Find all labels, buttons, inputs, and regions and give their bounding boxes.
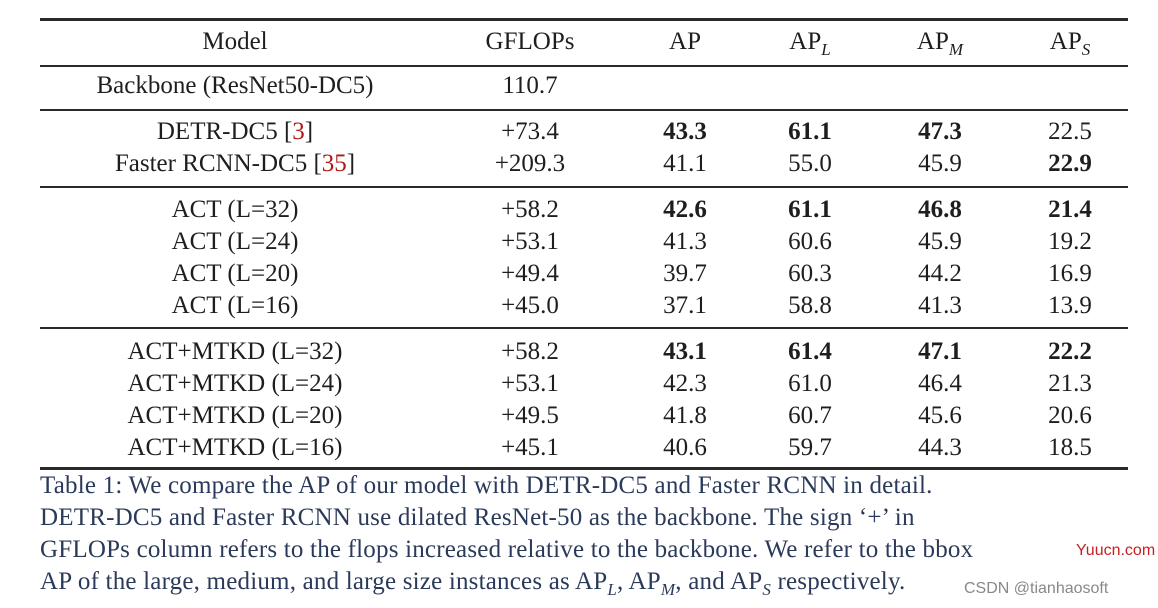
cell-apm: 47.3 bbox=[918, 118, 962, 145]
table-row-act-mtkd-24: ACT+MTKD (L=24) +53.1 42.3 61.0 46.4 21.… bbox=[40, 368, 1128, 400]
cell-ap: 41.8 bbox=[663, 402, 707, 429]
cell-apl: 55.0 bbox=[788, 150, 832, 177]
cell-apl: 60.6 bbox=[788, 228, 832, 255]
cell-apm: 45.6 bbox=[918, 402, 962, 429]
cell-apl: 60.7 bbox=[788, 402, 832, 429]
cell-aps: 20.6 bbox=[1048, 402, 1092, 429]
cell-gflops: +73.4 bbox=[501, 118, 559, 145]
cell-apm: 46.4 bbox=[918, 370, 962, 397]
cell-model: ACT (L=32) bbox=[171, 196, 299, 223]
cell-apm: 45.9 bbox=[918, 150, 962, 177]
cell-gflops: +49.5 bbox=[501, 402, 559, 429]
watermark-author: CSDN @tianhaosoft bbox=[964, 580, 1109, 597]
cell-gflops: 110.7 bbox=[502, 72, 558, 99]
table-bottom-rule bbox=[40, 467, 1128, 470]
cell-apl: 59.7 bbox=[788, 434, 832, 461]
table-row-act-mtkd-16: ACT+MTKD (L=16) +45.1 40.6 59.7 44.3 18.… bbox=[40, 432, 1128, 464]
table-row-act-mtkd-32: ACT+MTKD (L=32) +58.2 43.1 61.4 47.1 22.… bbox=[40, 336, 1128, 368]
cell-ap: 41.3 bbox=[663, 228, 707, 255]
table-top-rule bbox=[40, 18, 1128, 21]
cell-aps: 21.4 bbox=[1048, 196, 1092, 223]
cell-apl: 61.1 bbox=[788, 118, 832, 145]
table-row-act-24: ACT (L=24) +53.1 41.3 60.6 45.9 19.2 bbox=[40, 226, 1128, 258]
cell-apm: 44.2 bbox=[918, 260, 962, 287]
citation-ref: 35 bbox=[321, 150, 347, 177]
header-apl: APL bbox=[789, 28, 831, 59]
table-row-act-32: ACT (L=32) +58.2 42.6 61.1 46.8 21.4 bbox=[40, 194, 1128, 226]
table-header-row: Model GFLOPs AP APL APM APS bbox=[40, 26, 1128, 58]
citation-ref: 3 bbox=[292, 118, 305, 145]
cell-model: ACT+MTKD (L=32) bbox=[127, 338, 343, 365]
cell-model: Backbone (ResNet50-DC5) bbox=[96, 72, 374, 99]
table-row-backbone: Backbone (ResNet50-DC5) 110.7 bbox=[40, 70, 1128, 102]
table-caption: Table 1: We compare the AP of our model … bbox=[40, 470, 1140, 598]
cell-ap: 43.3 bbox=[663, 118, 707, 145]
cell-model: ACT+MTKD (L=24) bbox=[127, 370, 343, 397]
cell-gflops: +58.2 bbox=[501, 196, 559, 223]
cell-gflops: +53.1 bbox=[501, 370, 559, 397]
cell-apl: 61.0 bbox=[788, 370, 832, 397]
header-apm: APM bbox=[916, 28, 964, 59]
watermark-site: Yuucn.com bbox=[1076, 542, 1156, 559]
caption-line-1: Table 1: We compare the AP of our model … bbox=[40, 472, 933, 499]
caption-line-2: DETR-DC5 and Faster RCNN use dilated Res… bbox=[40, 504, 915, 531]
cell-apl: 58.8 bbox=[788, 292, 832, 319]
cell-apl: 61.1 bbox=[788, 196, 832, 223]
backbone-rule bbox=[40, 109, 1128, 111]
cell-ap: 42.3 bbox=[663, 370, 707, 397]
caption-line-4: AP of the large, medium, and large size … bbox=[40, 568, 906, 599]
table-row-detr: DETR-DC5 [3] +73.4 43.3 61.1 47.3 22.5 bbox=[40, 116, 1128, 148]
cell-aps: 22.9 bbox=[1048, 150, 1092, 177]
cell-apm: 44.3 bbox=[918, 434, 962, 461]
caption-line-3: GFLOPs column refers to the flops increa… bbox=[40, 536, 974, 563]
cell-gflops: +53.1 bbox=[501, 228, 559, 255]
cell-ap: 40.6 bbox=[663, 434, 707, 461]
cell-gflops: +45.1 bbox=[501, 434, 559, 461]
header-ap: AP bbox=[669, 28, 701, 55]
cell-apm: 41.3 bbox=[918, 292, 962, 319]
cell-gflops: +209.3 bbox=[494, 150, 566, 177]
cell-apm: 45.9 bbox=[918, 228, 962, 255]
cell-model: ACT (L=20) bbox=[171, 260, 299, 287]
cell-model: ACT+MTKD (L=20) bbox=[127, 402, 343, 429]
cell-ap: 42.6 bbox=[663, 196, 707, 223]
cell-gflops: +49.4 bbox=[501, 260, 559, 287]
cell-apm: 47.1 bbox=[918, 338, 962, 365]
cell-gflops: +58.2 bbox=[501, 338, 559, 365]
cell-aps: 19.2 bbox=[1048, 228, 1092, 255]
table-row-act-20: ACT (L=20) +49.4 39.7 60.3 44.2 16.9 bbox=[40, 258, 1128, 290]
header-gflops: GFLOPs bbox=[485, 28, 575, 55]
cell-aps: 16.9 bbox=[1048, 260, 1092, 287]
cell-aps: 18.5 bbox=[1048, 434, 1092, 461]
cell-aps: 22.5 bbox=[1048, 118, 1092, 145]
act-rule bbox=[40, 327, 1128, 329]
cell-ap: 41.1 bbox=[663, 150, 707, 177]
baseline-rule bbox=[40, 186, 1128, 188]
cell-apl: 61.4 bbox=[788, 338, 832, 365]
header-model: Model bbox=[202, 28, 268, 55]
table-row-act-16: ACT (L=16) +45.0 37.1 58.8 41.3 13.9 bbox=[40, 290, 1128, 322]
cell-model: DETR-DC5 [3] bbox=[156, 118, 314, 145]
cell-apm: 46.8 bbox=[918, 196, 962, 223]
cell-model: Faster RCNN-DC5 [35] bbox=[114, 150, 356, 177]
cell-aps: 21.3 bbox=[1048, 370, 1092, 397]
cell-aps: 22.2 bbox=[1048, 338, 1092, 365]
cell-ap: 39.7 bbox=[663, 260, 707, 287]
cell-ap: 37.1 bbox=[663, 292, 707, 319]
cell-model: ACT (L=16) bbox=[171, 292, 299, 319]
cell-model: ACT (L=24) bbox=[171, 228, 299, 255]
cell-apl: 60.3 bbox=[788, 260, 832, 287]
header-rule bbox=[40, 65, 1128, 67]
table-row-faster-rcnn: Faster RCNN-DC5 [35] +209.3 41.1 55.0 45… bbox=[40, 148, 1128, 180]
cell-ap: 43.1 bbox=[663, 338, 707, 365]
header-aps: APS bbox=[1049, 28, 1091, 59]
cell-aps: 13.9 bbox=[1048, 292, 1092, 319]
cell-gflops: +45.0 bbox=[501, 292, 559, 319]
cell-model: ACT+MTKD (L=16) bbox=[127, 434, 343, 461]
table-row-act-mtkd-20: ACT+MTKD (L=20) +49.5 41.8 60.7 45.6 20.… bbox=[40, 400, 1128, 432]
